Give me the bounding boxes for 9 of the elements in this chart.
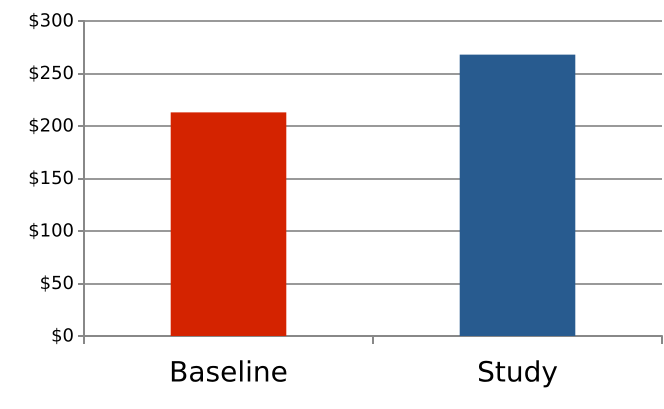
y-tick-label: $0 [51, 326, 74, 346]
x-tick-label: Study [477, 356, 558, 388]
y-tick-label: $100 [28, 220, 74, 242]
y-tick-label: $200 [28, 116, 74, 136]
y-tick-label: $150 [28, 168, 74, 189]
y-tick-label: $300 [28, 10, 74, 32]
y-tick-label: $50 [40, 273, 74, 294]
x-tick-label: Baseline [169, 356, 288, 388]
y-tick-label: $250 [28, 63, 74, 84]
